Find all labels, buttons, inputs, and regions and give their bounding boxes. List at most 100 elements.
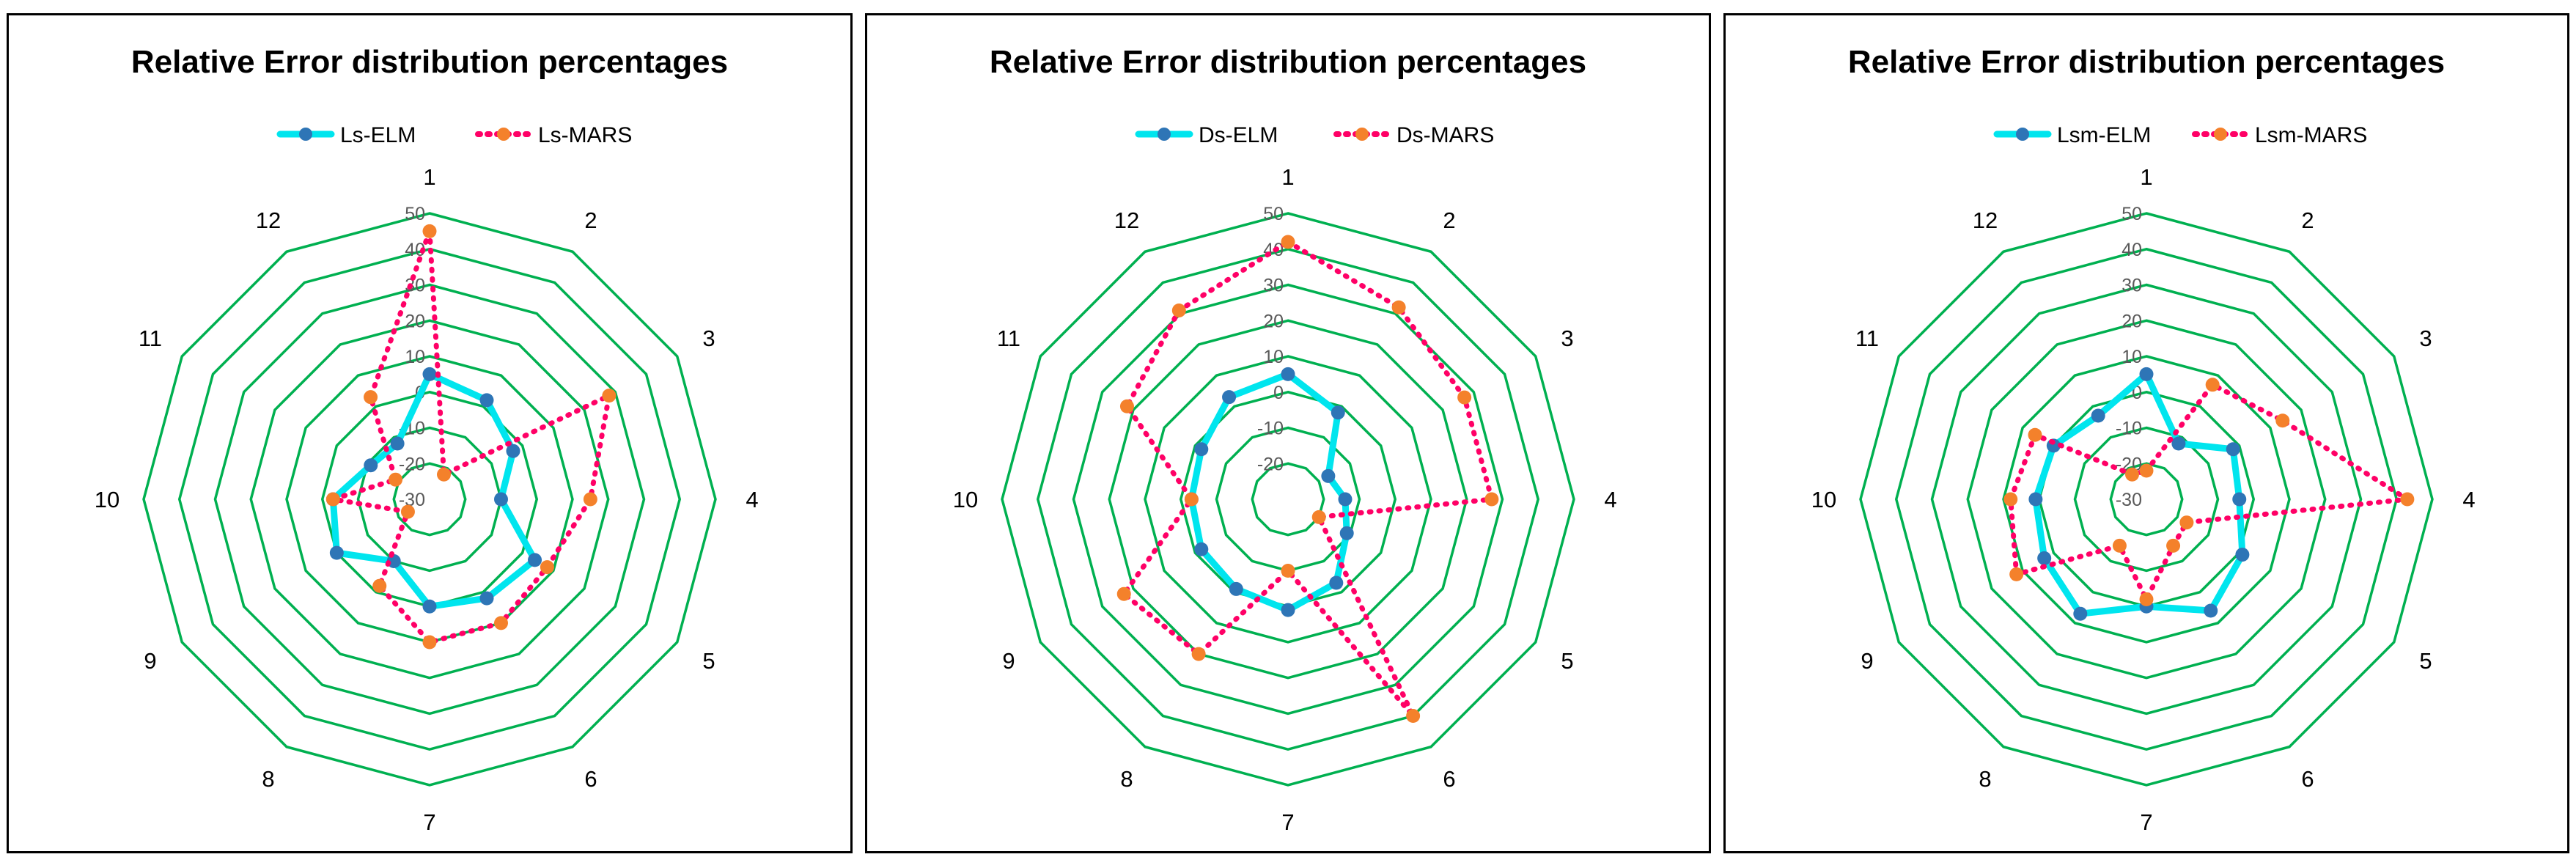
series-1-point xyxy=(437,467,451,482)
tick-label: 50 xyxy=(1263,204,1284,224)
category-label: 3 xyxy=(702,326,715,351)
series-1-point xyxy=(2003,492,2018,507)
category-label: 9 xyxy=(1861,648,1873,674)
grid-ring xyxy=(356,426,503,573)
category-label: 1 xyxy=(423,164,435,190)
grid-ring xyxy=(142,212,717,787)
grid-ring xyxy=(1894,247,2399,751)
series-0-point xyxy=(329,545,344,560)
series-1-point xyxy=(1184,492,1199,507)
category-label: 7 xyxy=(1281,809,1294,835)
series-0-point xyxy=(2204,603,2218,618)
category-label: 3 xyxy=(1561,326,1573,351)
series-1-point xyxy=(1191,647,1206,661)
chart-panel-1: Relative Error distribution percentages L… xyxy=(7,13,853,853)
legend-label-1: Ls-MARS xyxy=(538,123,632,147)
tick-label: -30 xyxy=(2116,490,2142,510)
category-label: 7 xyxy=(2140,809,2152,835)
category-label: 7 xyxy=(423,809,435,835)
grid-ring xyxy=(2002,355,2291,644)
legend-label-0: Ds-ELM xyxy=(1199,123,1278,147)
series-line-0 xyxy=(1188,370,1350,614)
category-label: 1 xyxy=(2140,164,2152,190)
series-1-point xyxy=(1116,586,1131,601)
tick-label: -10 xyxy=(1257,419,1284,439)
category-label: 11 xyxy=(1855,326,1879,351)
category-label: 6 xyxy=(584,766,597,792)
chart-title: Relative Error distribution percentages xyxy=(990,44,1586,80)
category-label: 3 xyxy=(2419,326,2432,351)
radar-chart-1: Relative Error distribution percentages L… xyxy=(95,44,759,835)
category-label: 5 xyxy=(2419,648,2432,674)
legend-label-0: Ls-ELM xyxy=(340,123,416,147)
series-0-point xyxy=(1194,442,1209,457)
grid-ring xyxy=(1966,319,2327,680)
category-label: 2 xyxy=(2301,207,2314,233)
legend: Ds-ELM Ds-MARS xyxy=(1135,123,1494,147)
chart-title: Relative Error distribution percentages xyxy=(131,44,728,80)
grid-ring xyxy=(2109,462,2184,537)
tick-label: -20 xyxy=(399,454,425,474)
category-label: 12 xyxy=(1114,207,1139,233)
category-label: 6 xyxy=(2301,766,2314,792)
category-label: 12 xyxy=(1973,207,1998,233)
series-1-point xyxy=(364,390,378,405)
category-label: 2 xyxy=(584,207,597,233)
category-label: 6 xyxy=(1443,766,1455,792)
grid-ring xyxy=(213,283,646,716)
category-label: 9 xyxy=(1002,648,1015,674)
grid-ring xyxy=(1144,355,1432,644)
category-label: 4 xyxy=(746,487,758,512)
category-label: 12 xyxy=(256,207,281,233)
series-1-point xyxy=(372,578,387,593)
legend-marker-0 xyxy=(2016,128,2029,141)
chart-panel-2: Relative Error distribution percentages D… xyxy=(865,13,1711,853)
series-0-point xyxy=(390,436,405,451)
series-1-point xyxy=(2205,378,2220,392)
grid-ring xyxy=(1930,283,2363,716)
series-0-point xyxy=(1338,492,1353,507)
tick-label: 40 xyxy=(2121,240,2142,260)
tick-label: 0 xyxy=(1273,383,1284,403)
series-1-point xyxy=(494,616,508,630)
grid-ring xyxy=(1001,212,1575,787)
category-label: 5 xyxy=(1561,648,1573,674)
series-1-point xyxy=(1119,399,1134,413)
series-1-point xyxy=(1457,390,1472,405)
series-1-point xyxy=(2125,467,2139,482)
series-1-point xyxy=(2179,515,2194,530)
series-1-point xyxy=(1311,510,1326,524)
radar-chart-3: Relative Error distribution percentages L… xyxy=(1811,44,2476,835)
series-0-point xyxy=(528,553,542,567)
grid-ring xyxy=(2037,390,2256,608)
tick-label: 20 xyxy=(405,311,425,331)
category-label: 11 xyxy=(997,326,1020,351)
series-0-point xyxy=(1329,575,1344,590)
series-1-point xyxy=(602,389,617,403)
tick-label: 10 xyxy=(1263,347,1284,367)
series-1-point xyxy=(400,504,415,519)
category-label: 5 xyxy=(702,648,715,674)
series-1-point xyxy=(2166,538,2181,553)
series-1-point xyxy=(1281,564,1295,578)
chart-title: Relative Error distribution percentages xyxy=(1848,44,2445,80)
series-0-point xyxy=(479,393,494,408)
series-1-point xyxy=(2112,538,2127,553)
legend-label-0: Lsm-ELM xyxy=(2057,123,2151,147)
series-0-point xyxy=(1229,581,1243,596)
series-1-point xyxy=(389,472,403,487)
series-1-point xyxy=(422,635,437,650)
series-1-point xyxy=(583,492,597,507)
legend-marker-1 xyxy=(2214,128,2227,141)
series-1-point xyxy=(2400,492,2415,507)
tick-label: 10 xyxy=(2121,347,2142,367)
grid-ring xyxy=(1072,283,1504,716)
series-0-point xyxy=(494,492,508,507)
tick-label: 20 xyxy=(2121,311,2142,331)
grid-ring xyxy=(1108,319,1468,680)
series-0-point xyxy=(422,367,437,381)
series-1-point xyxy=(422,224,437,238)
legend-marker-1 xyxy=(1355,128,1369,141)
chart-panel-3: Relative Error distribution percentages L… xyxy=(1723,13,2569,853)
series-0-point xyxy=(2232,492,2247,507)
